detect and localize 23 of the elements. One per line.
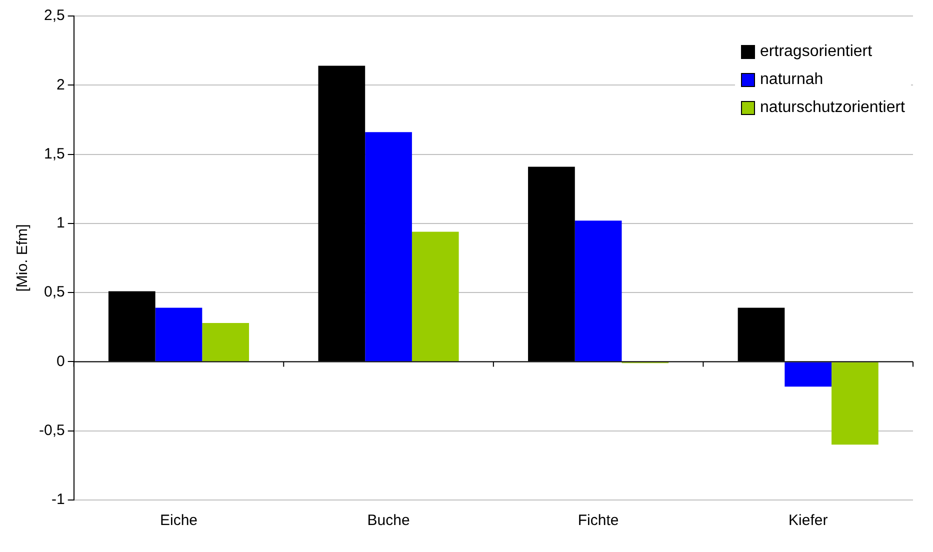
bar <box>155 308 202 362</box>
y-tick-label: 0 <box>56 352 65 370</box>
y-axis-title: [Mio. Efm] <box>14 224 32 292</box>
legend-label: ertragsorientiert <box>760 43 872 61</box>
x-tick-label: Buche <box>367 512 410 530</box>
bar <box>832 362 878 445</box>
x-tick-label: Kiefer <box>788 512 828 530</box>
legend-label: naturnah <box>760 71 824 89</box>
y-tick-label: -1 <box>52 491 65 508</box>
bar <box>365 132 412 362</box>
bar <box>574 220 622 362</box>
y-tick-label: -0,5 <box>38 422 65 439</box>
bar <box>202 322 250 362</box>
y-tick-label: 2 <box>56 76 65 94</box>
y-tick-label: 0,5 <box>44 284 65 301</box>
legend-label: naturschutzorientiert <box>760 99 905 117</box>
bar <box>784 362 832 387</box>
y-tick-label: 2,5 <box>44 7 65 24</box>
y-tick-label: 1 <box>56 214 65 232</box>
x-tick-label: Eiche <box>160 512 198 530</box>
x-tick-label: Fichte <box>578 512 619 530</box>
y-tick-label: 1,5 <box>44 145 65 162</box>
bar <box>412 232 459 362</box>
